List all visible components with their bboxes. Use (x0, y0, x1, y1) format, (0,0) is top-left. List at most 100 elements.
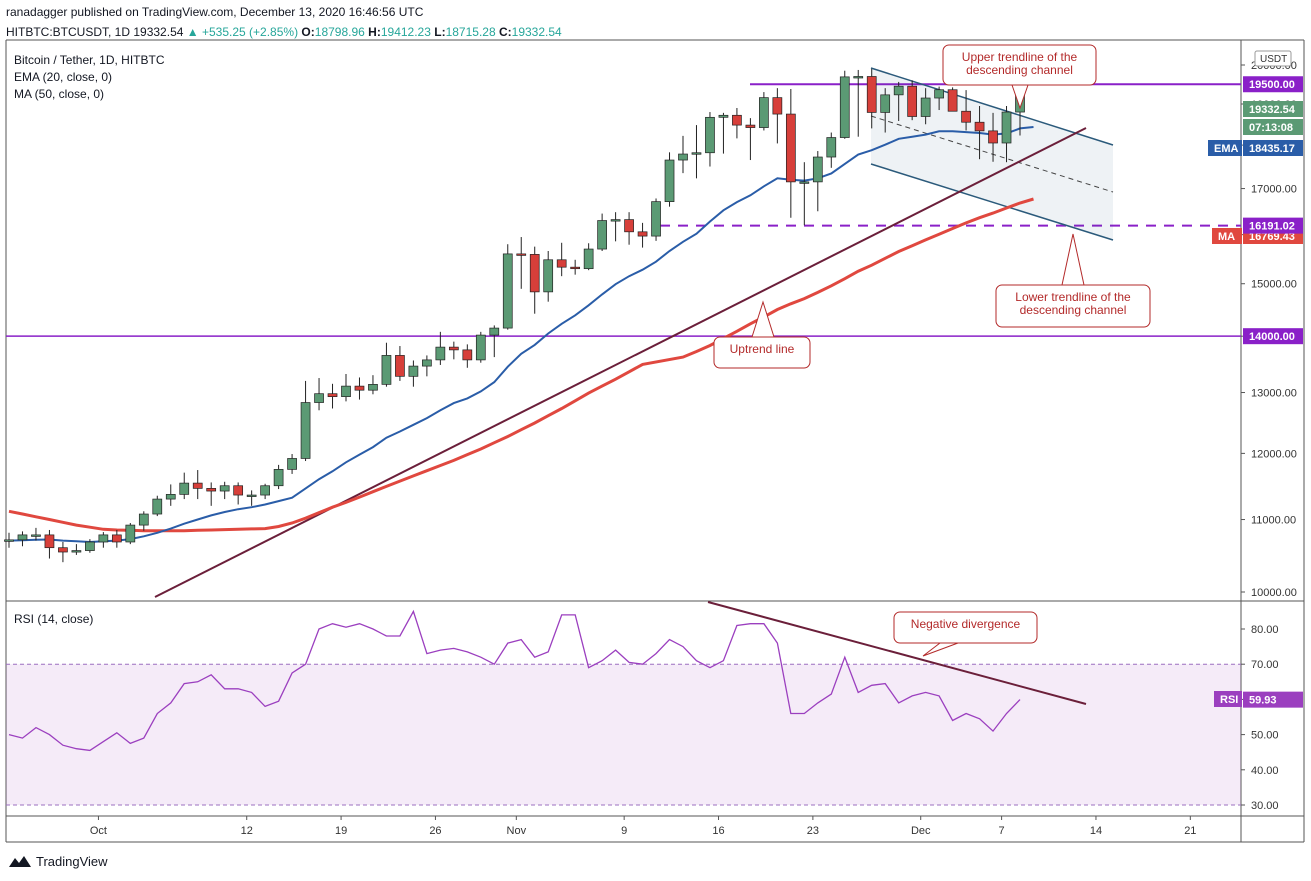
price-tick-label: 15000.00 (1251, 279, 1297, 291)
tag-level-19500-bg (1243, 76, 1303, 93)
candle-body (17, 534, 28, 541)
time-tick-label: Dec (911, 825, 931, 837)
candle-body (651, 201, 661, 237)
candle-body (718, 114, 729, 118)
callout-lower-channel-box (995, 284, 1151, 328)
callout-lower-channel-text: descending channel (1020, 303, 1127, 317)
candle-body (381, 355, 392, 385)
time-tick-label: 21 (1184, 825, 1196, 837)
chart-header: ranadagger published on TradingView.com,… (6, 4, 562, 40)
time-tick-label: 19 (335, 825, 347, 837)
candle-body (71, 550, 82, 553)
ema-name-tag-bg (1208, 140, 1242, 156)
candle-body (408, 365, 419, 377)
candle-body (812, 156, 823, 183)
candle-body (839, 76, 850, 138)
channel-mid-line (870, 115, 1114, 193)
candle-body (273, 469, 284, 487)
time-tick-label: 26 (429, 825, 441, 837)
callout-upper-channel-text: Upper trendline of the (962, 50, 1078, 64)
price-tick-label: 10000.00 (1251, 587, 1297, 599)
candle-body (287, 458, 297, 470)
callout-divergence-box (893, 611, 1038, 644)
symbol-name[interactable]: HITBTC:BTCUSDT, 1D (6, 25, 131, 39)
price-change: +535.25 (+2.85%) (202, 25, 299, 39)
callout-uptrend-text: Uptrend line (730, 342, 795, 356)
high-value: 19412.23 (380, 25, 431, 39)
rsi-band (6, 664, 1241, 805)
footer: TradingView (8, 853, 108, 869)
time-tick-label: 16 (712, 825, 724, 837)
currency-label: USDT (1260, 54, 1287, 65)
price-tick-label: 12000.00 (1251, 448, 1297, 460)
channel-lower-line (870, 163, 1114, 241)
candle-body (705, 116, 715, 154)
legend-title[interactable]: Bitcoin / Tether, 1D, HITBTC (14, 53, 165, 67)
candle-body (961, 110, 971, 123)
candle-body (745, 124, 756, 128)
candle-body (138, 513, 149, 526)
rsi-tick-label: 30.00 (1251, 800, 1279, 812)
candle-body (624, 219, 634, 233)
callout-uptrend-box (713, 336, 811, 369)
candle-body (597, 220, 607, 250)
time-tick-label: Nov (507, 825, 527, 837)
candle-body (152, 498, 163, 515)
candle-body (853, 76, 864, 79)
ma-name-tag: MA (1218, 231, 1235, 243)
candle-body (610, 219, 621, 222)
candle-body (583, 248, 594, 270)
candle-body (799, 181, 810, 184)
time-tick-label: 9 (621, 825, 627, 837)
ema-name-tag: EMA (1214, 143, 1239, 155)
candle-body (233, 485, 244, 496)
price-tick-label: 17000.00 (1251, 184, 1297, 196)
tag-rsi-value-bg (1243, 691, 1303, 708)
candle-body (691, 152, 702, 155)
time-tick-label: 12 (241, 825, 253, 837)
rsi-tick-label: 70.00 (1251, 659, 1279, 671)
candle-body (556, 259, 567, 268)
low-value: 18715.28 (445, 25, 496, 39)
legend-ema[interactable]: EMA (20, close, 0) (14, 70, 113, 84)
candle-body (974, 121, 985, 132)
tag-ema-value: 18435.17 (1249, 143, 1295, 155)
time-tick-label: 14 (1090, 825, 1102, 837)
up-arrow-icon: ▲ (186, 25, 199, 39)
candle-body (866, 76, 877, 113)
callout-lower-channel-text: Lower trendline of the (1015, 290, 1131, 304)
time-tick-label: Oct (90, 825, 107, 837)
candle-body (785, 113, 796, 183)
tradingview-logo-icon (9, 856, 31, 867)
ma50-line (8, 197, 1034, 533)
tag-ema-value-bg (1243, 140, 1303, 156)
tag-level-16191: 16191.02 (1249, 221, 1295, 233)
candle-body (395, 355, 405, 377)
tag-rsi-value: 59.93 (1249, 695, 1277, 707)
legend-ma[interactable]: MA (50, close, 0) (14, 87, 105, 101)
publish-line: ranadagger published on TradingView.com,… (6, 5, 424, 19)
candle-body (206, 488, 217, 492)
candle-body (489, 327, 500, 336)
candle-body (341, 385, 351, 397)
tag-level-16191-bg (1243, 217, 1303, 234)
candle-body (260, 485, 270, 496)
candle-body (111, 534, 122, 543)
tag-countdown: 07:13:08 (1249, 122, 1293, 134)
rsi-tick-label: 50.00 (1251, 730, 1279, 742)
candle-body (44, 534, 55, 549)
open-value: 18798.96 (314, 25, 365, 39)
candle-body (570, 266, 581, 270)
tag-last-price-bg (1243, 101, 1303, 117)
candle-body (125, 524, 136, 543)
candle-body (772, 97, 783, 115)
tag-level-14000: 14000.00 (1249, 331, 1295, 343)
close-value: 19332.54 (511, 25, 562, 39)
tradingview-brand[interactable]: TradingView (36, 853, 108, 869)
candle-body (219, 485, 230, 492)
time-tick-label: 7 (999, 825, 1005, 837)
currency-badge (1254, 50, 1292, 67)
candle-body (4, 539, 14, 542)
rsi-name-tag: RSI (1220, 694, 1238, 706)
